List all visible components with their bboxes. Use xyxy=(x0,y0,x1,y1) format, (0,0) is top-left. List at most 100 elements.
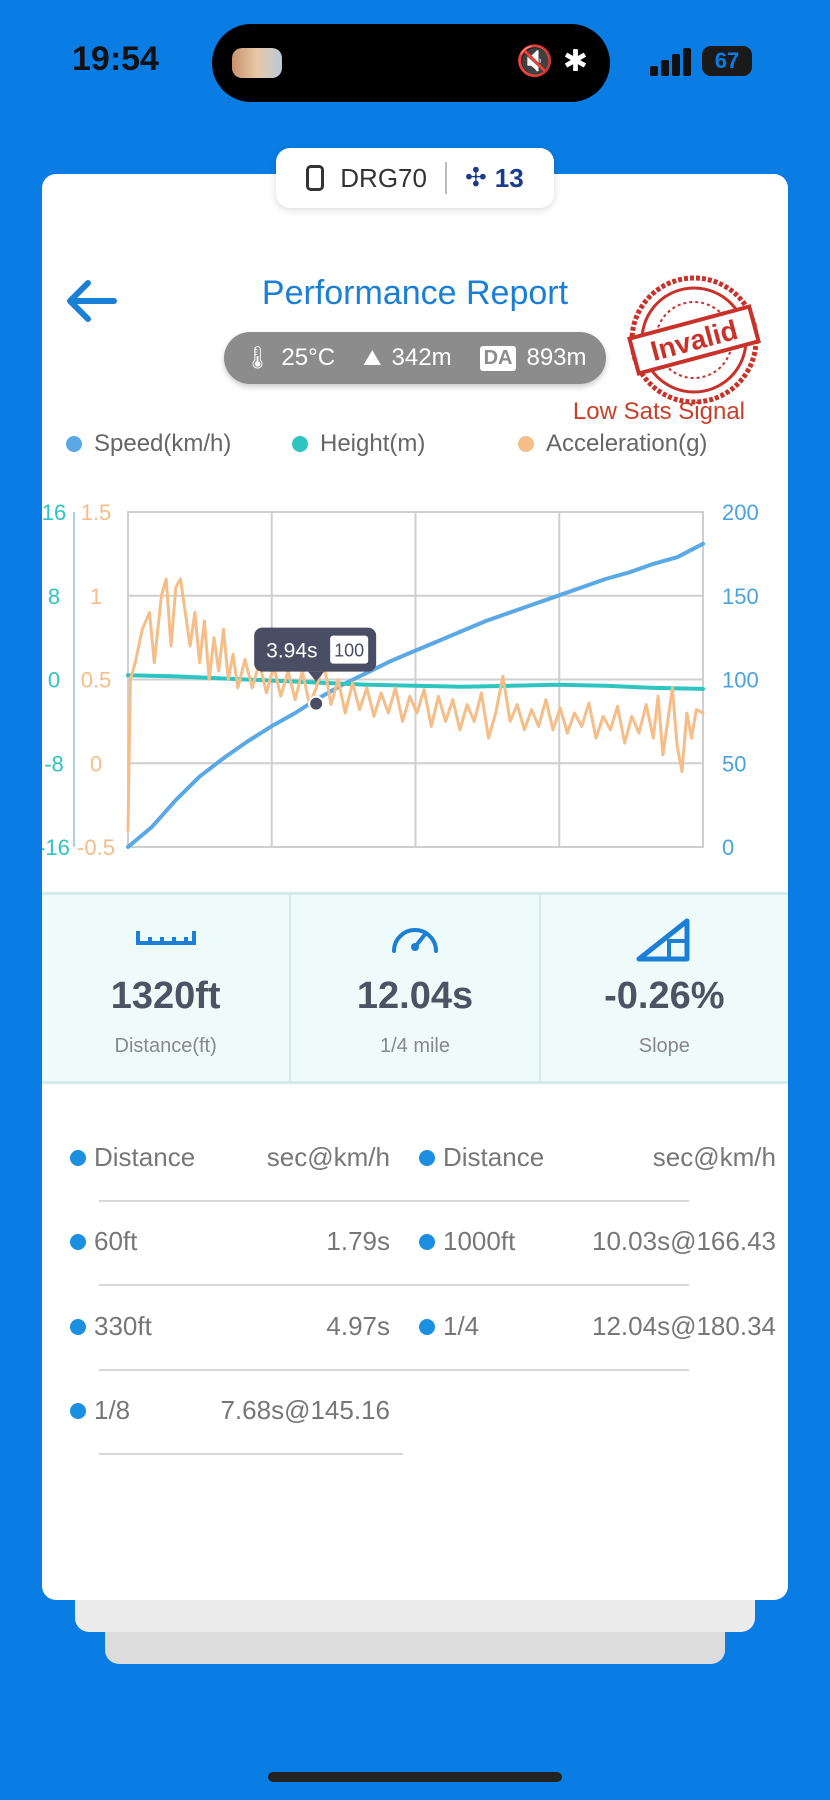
legend-item-height[interactable]: Height(m) xyxy=(292,430,425,458)
speed-axis-tick-label: 50 xyxy=(722,751,746,776)
divider xyxy=(99,1453,403,1455)
legend-dot xyxy=(66,436,82,452)
distance-cell: 1/8 xyxy=(94,1395,131,1425)
warning-text: Low Sats Signal xyxy=(572,398,745,425)
metric-distance: 1320ft Distance(ft) xyxy=(42,895,289,1081)
satellite-icon: ✣ xyxy=(464,163,487,193)
column-header: Distance xyxy=(443,1142,545,1172)
speed-axis-tick-label: 150 xyxy=(722,584,759,609)
silent-bluetooth-icon: 🔇 ✱ xyxy=(515,44,588,79)
metric-slope: -0.26% Slope xyxy=(538,895,788,1081)
divider xyxy=(99,1369,689,1371)
time-cell: 12.04s@180.34 xyxy=(592,1311,776,1341)
performance-chart[interactable]: 16 8 0 -8 -16 1.5 1 0.5 0 -0.5 200 150 100 50 0 3.94s 10… xyxy=(42,480,788,870)
legend-label: Height(m) xyxy=(320,430,426,457)
tooltip-time: 3.94s xyxy=(266,640,317,663)
device-pill[interactable]: DRG70 ✣ 13 xyxy=(276,148,554,208)
legend-label: Speed(km/h) xyxy=(94,430,232,457)
speed-axis-tick-label: 200 xyxy=(722,500,759,525)
metric-label: Distance(ft) xyxy=(114,1035,217,1057)
legend-item-speed[interactable]: Speed(km/h) xyxy=(66,430,231,458)
home-indicator[interactable] xyxy=(268,1772,562,1782)
invalid-stamp: Invalid xyxy=(627,275,761,405)
time-cell: 7.68s@145.16 xyxy=(220,1395,390,1425)
chart-legend: Speed(km/h) Height(m) Acceleration(g) xyxy=(66,430,766,460)
legend-dot xyxy=(518,436,534,452)
height-axis-tick-label: 8 xyxy=(48,584,60,609)
metric-label: 1/4 mile xyxy=(379,1035,450,1057)
density-altitude: 893m xyxy=(526,344,587,371)
metric-value: -0.26% xyxy=(604,975,725,1017)
cellular-signal-icon xyxy=(650,48,692,76)
metric-label: Slope xyxy=(638,1035,690,1057)
battery-icon: 67 xyxy=(702,46,752,76)
bullet-dot xyxy=(70,1233,86,1250)
report-card xyxy=(42,174,788,1600)
time-cell: 4.97s xyxy=(326,1311,390,1341)
distance-cell: 1/4 xyxy=(443,1311,480,1341)
height-axis-tick-label: -16 xyxy=(42,835,70,860)
bullet-dot xyxy=(70,1318,86,1335)
temperature: 25°C xyxy=(281,344,336,371)
bullet-dot xyxy=(419,1149,435,1166)
avatar xyxy=(232,48,282,78)
height-axis-tick-label: -8 xyxy=(44,751,64,776)
column-header: sec@km/h xyxy=(266,1142,390,1172)
mountain-icon: ⛰ xyxy=(363,345,382,371)
thermometer-icon: 🌡 xyxy=(243,345,272,371)
acceleration-axis-tick-label: 0 xyxy=(90,751,102,776)
tooltip-marker xyxy=(308,695,325,712)
altitude: 342m xyxy=(391,344,452,371)
divider xyxy=(444,162,447,194)
speed-series-line xyxy=(126,541,705,849)
time-cell: 1.79s xyxy=(326,1226,390,1256)
column-header: Distance xyxy=(94,1142,196,1172)
device-icon xyxy=(306,165,325,191)
speedometer-icon xyxy=(391,928,438,953)
metrics-panel: 1320ft Distance(ft) 12.04s 1/4 mile -0.2… xyxy=(42,892,788,1084)
time-cell: 10.03s@166.43 xyxy=(592,1226,776,1256)
bullet-dot xyxy=(419,1318,435,1335)
bullet-dot xyxy=(419,1233,435,1250)
slope-icon xyxy=(636,918,690,962)
legend-item-acceleration[interactable]: Acceleration(g) xyxy=(518,430,707,458)
table-row: 60ft 1.79s 1000ft 10.03s@166.43 xyxy=(42,1226,788,1266)
satellite-count: 13 xyxy=(494,162,524,193)
height-axis-tick-label: 16 xyxy=(42,500,66,525)
conditions-pill: 🌡 25°C ⛰ 342m DA 893m xyxy=(224,332,606,384)
legend-dot xyxy=(292,436,308,452)
speed-axis-tick-label: 0 xyxy=(722,835,734,860)
bullet-dot xyxy=(70,1149,86,1166)
tooltip-pointer xyxy=(308,671,325,682)
back-arrow-icon[interactable] xyxy=(62,278,118,324)
distance-cell: 60ft xyxy=(94,1226,138,1256)
tooltip-speed: 100 xyxy=(334,641,364,661)
acceleration-axis-tick-label: 1.5 xyxy=(81,500,112,525)
divider xyxy=(99,1284,689,1286)
tooltip-speed-badge xyxy=(330,635,369,664)
divider xyxy=(99,1200,689,1202)
acceleration-axis-tick-label: -0.5 xyxy=(77,835,115,860)
dynamic-island: 🔇 ✱ xyxy=(212,24,610,102)
metric-quarter-mile: 12.04s 1/4 mile xyxy=(289,895,538,1081)
acceleration-series-line xyxy=(126,577,705,832)
speed-axis-tick-label: 100 xyxy=(722,668,759,693)
table-row: 1/8 7.68s@145.16 xyxy=(42,1395,788,1435)
ruler-icon xyxy=(135,931,196,945)
column-header: sec@km/h xyxy=(652,1142,776,1172)
legend-label: Acceleration(g) xyxy=(546,430,708,457)
table-header-row: Distance sec@km/h Distance sec@km/h xyxy=(42,1142,788,1182)
bullet-dot xyxy=(70,1402,86,1419)
da-badge: DA xyxy=(479,345,517,371)
status-time: 19:54 xyxy=(72,40,159,78)
page-title: Performance Report xyxy=(261,274,569,312)
device-name: DRG70 xyxy=(340,162,427,193)
table-row: 330ft 4.97s 1/4 12.04s@180.34 xyxy=(42,1311,788,1351)
distance-cell: 330ft xyxy=(94,1311,152,1341)
acceleration-axis-tick-label: 1 xyxy=(90,584,102,609)
distance-cell: 1000ft xyxy=(443,1226,516,1256)
height-axis-tick-label: 0 xyxy=(48,668,60,693)
acceleration-axis-tick-label: 0.5 xyxy=(81,668,112,693)
metric-value: 1320ft xyxy=(110,975,221,1017)
metric-value: 12.04s xyxy=(356,975,474,1017)
